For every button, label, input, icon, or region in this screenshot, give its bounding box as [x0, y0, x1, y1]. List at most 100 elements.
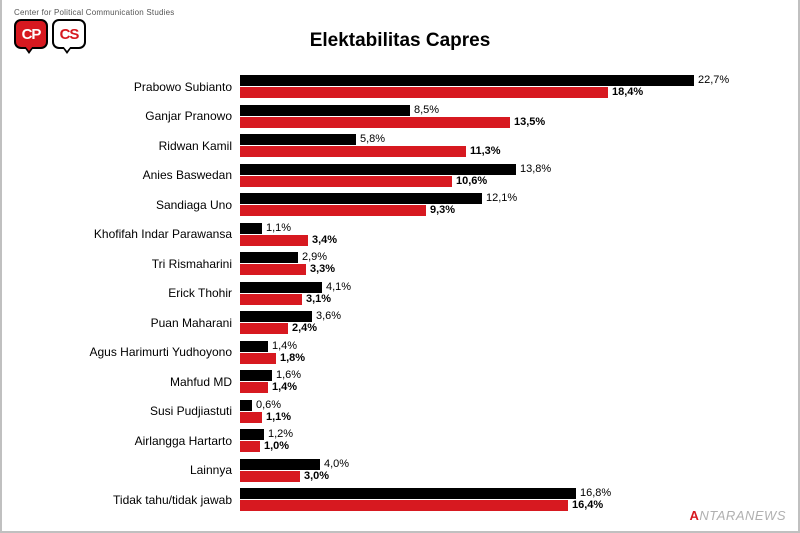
value-label-series2: 1,8% [276, 353, 305, 364]
bar-group: 1,4%1,8% [240, 338, 740, 368]
value-label-series2: 3,3% [306, 264, 335, 275]
category-label: Tri Rismaharini [40, 257, 240, 271]
bar-group: 4,1%3,1% [240, 279, 740, 309]
value-label-series2: 1,0% [260, 441, 289, 452]
bar-series2: 3,3% [240, 264, 306, 275]
value-label-series1: 1,6% [272, 370, 301, 381]
logo-tagline: Center for Political Communication Studi… [14, 8, 174, 17]
category-label: Anies Baswedan [40, 168, 240, 182]
bar-series2: 10,6% [240, 176, 452, 187]
bar-series1: 1,6% [240, 370, 272, 381]
category-label: Prabowo Subianto [40, 80, 240, 94]
category-label: Airlangga Hartarto [40, 434, 240, 448]
category-label: Khofifah Indar Parawansa [40, 227, 240, 241]
value-label-series1: 0,6% [252, 400, 281, 411]
bar-series1: 3,6% [240, 311, 312, 322]
bar-series2: 11,3% [240, 146, 466, 157]
category-label: Tidak tahu/tidak jawab [40, 493, 240, 507]
bar-series2: 16,4% [240, 500, 568, 511]
bar-series2: 18,4% [240, 87, 608, 98]
chart-title: Elektabilitas Capres [0, 30, 800, 52]
bar-series1: 1,1% [240, 223, 262, 234]
bar-group: 4,0%3,0% [240, 456, 740, 486]
category-label: Erick Thohir [40, 286, 240, 300]
chart-row: Erick Thohir4,1%3,1% [40, 279, 740, 309]
watermark-text: NTARANEWS [699, 508, 786, 523]
bar-series2: 3,1% [240, 294, 302, 305]
bar-series1: 13,8% [240, 164, 516, 175]
value-label-series1: 4,1% [322, 282, 351, 293]
chart-row: Sandiaga Uno12,1%9,3% [40, 190, 740, 220]
value-label-series1: 1,1% [262, 223, 291, 234]
category-label: Ganjar Pranowo [40, 109, 240, 123]
category-label: Agus Harimurti Yudhoyono [40, 345, 240, 359]
chart-row: Puan Maharani3,6%2,4% [40, 308, 740, 338]
category-label: Sandiaga Uno [40, 198, 240, 212]
chart-row: Prabowo Subianto22,7%18,4% [40, 72, 740, 102]
value-label-series2: 2,4% [288, 323, 317, 334]
bar-group: 5,8%11,3% [240, 131, 740, 161]
category-label: Lainnya [40, 463, 240, 477]
bar-group: 22,7%18,4% [240, 72, 740, 102]
value-label-series2: 10,6% [452, 176, 487, 187]
value-label-series1: 12,1% [482, 193, 517, 204]
category-label: Ridwan Kamil [40, 139, 240, 153]
value-label-series1: 1,2% [264, 429, 293, 440]
chart-row: Tidak tahu/tidak jawab16,8%16,4% [40, 485, 740, 515]
bar-series2: 3,0% [240, 471, 300, 482]
value-label-series1: 3,6% [312, 311, 341, 322]
chart-row: Khofifah Indar Parawansa1,1%3,4% [40, 220, 740, 250]
bar-series1: 8,5% [240, 105, 410, 116]
chart-row: Ridwan Kamil5,8%11,3% [40, 131, 740, 161]
bar-series1: 4,1% [240, 282, 322, 293]
value-label-series1: 16,8% [576, 488, 611, 499]
chart-row: Anies Baswedan13,8%10,6% [40, 161, 740, 191]
bar-series1: 0,6% [240, 400, 252, 411]
category-label: Puan Maharani [40, 316, 240, 330]
value-label-series2: 3,4% [308, 235, 337, 246]
bar-series1: 22,7% [240, 75, 694, 86]
value-label-series2: 13,5% [510, 117, 545, 128]
bar-series1: 5,8% [240, 134, 356, 145]
chart-row: Ganjar Pranowo8,5%13,5% [40, 102, 740, 132]
value-label-series1: 8,5% [410, 105, 439, 116]
chart-row: Lainnya4,0%3,0% [40, 456, 740, 486]
bar-group: 1,2%1,0% [240, 426, 740, 456]
chart-row: Agus Harimurti Yudhoyono1,4%1,8% [40, 338, 740, 368]
value-label-series2: 16,4% [568, 500, 603, 511]
bar-series2: 1,4% [240, 382, 268, 393]
bar-series1: 1,2% [240, 429, 264, 440]
watermark: ANTARANEWS [690, 508, 787, 523]
value-label-series1: 5,8% [356, 134, 385, 145]
bar-group: 13,8%10,6% [240, 161, 740, 191]
category-label: Susi Pudjiastuti [40, 404, 240, 418]
bar-group: 3,6%2,4% [240, 308, 740, 338]
value-label-series2: 1,1% [262, 412, 291, 423]
bar-group: 2,9%3,3% [240, 249, 740, 279]
watermark-accent: A [690, 508, 700, 523]
bar-series1: 16,8% [240, 488, 576, 499]
bar-series2: 1,1% [240, 412, 262, 423]
value-label-series2: 3,0% [300, 471, 329, 482]
value-label-series1: 2,9% [298, 252, 327, 263]
bar-group: 1,6%1,4% [240, 367, 740, 397]
bar-series2: 13,5% [240, 117, 510, 128]
value-label-series2: 11,3% [466, 146, 501, 157]
value-label-series2: 18,4% [608, 87, 643, 98]
value-label-series1: 13,8% [516, 164, 551, 175]
chart-row: Tri Rismaharini2,9%3,3% [40, 249, 740, 279]
bar-group: 0,6%1,1% [240, 397, 740, 427]
bar-series2: 9,3% [240, 205, 426, 216]
bar-series1: 12,1% [240, 193, 482, 204]
category-label: Mahfud MD [40, 375, 240, 389]
bar-series1: 4,0% [240, 459, 320, 470]
bar-series1: 2,9% [240, 252, 298, 263]
value-label-series1: 4,0% [320, 459, 349, 470]
value-label-series2: 3,1% [302, 294, 331, 305]
bar-group: 8,5%13,5% [240, 102, 740, 132]
chart-row: Airlangga Hartarto1,2%1,0% [40, 426, 740, 456]
chart-row: Mahfud MD1,6%1,4% [40, 367, 740, 397]
electability-chart: Prabowo Subianto22,7%18,4%Ganjar Pranowo… [40, 72, 740, 493]
bar-series2: 3,4% [240, 235, 308, 246]
bar-series2: 2,4% [240, 323, 288, 334]
